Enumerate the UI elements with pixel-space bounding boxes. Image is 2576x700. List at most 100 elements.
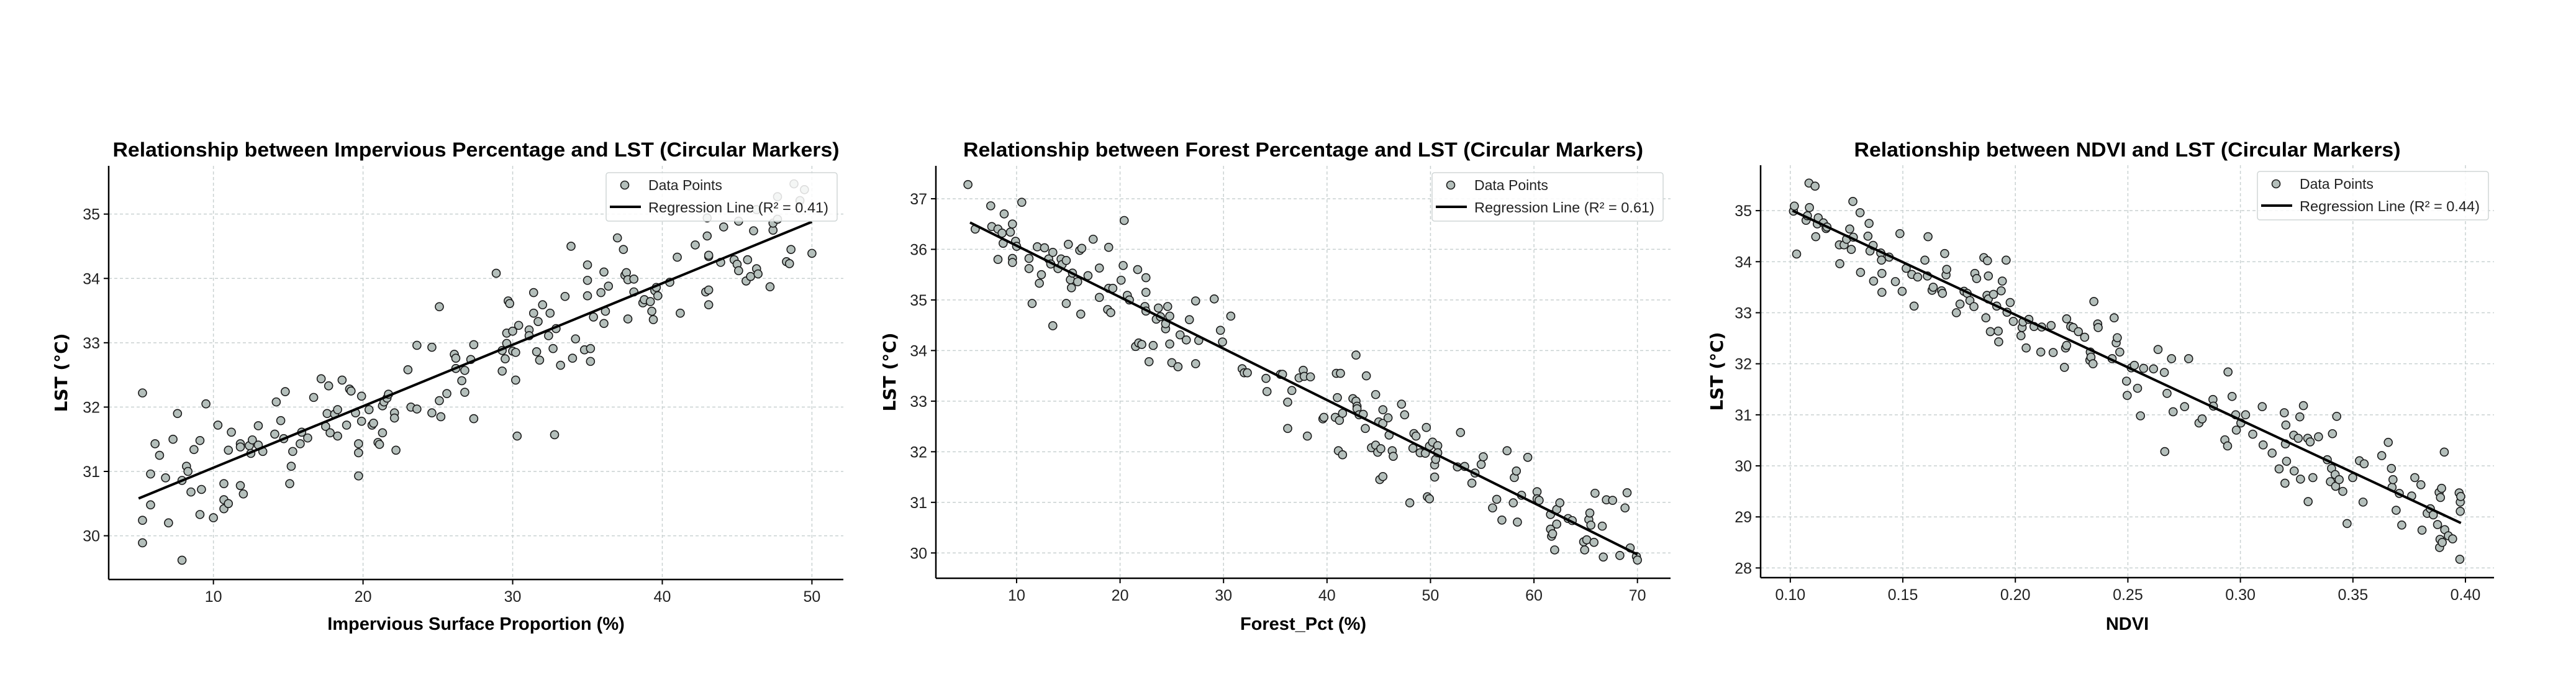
y-tick-label: 28: [1735, 560, 1752, 577]
legend-label-regression: Regression Line (R² = 0.44): [2300, 198, 2480, 214]
data-point: [986, 201, 995, 211]
chart-title: Relationship between NDVI and LST (Circu…: [1854, 139, 2401, 161]
x-tick-label: 0.20: [2000, 586, 2031, 604]
data-point: [224, 445, 234, 455]
data-point: [2258, 440, 2268, 450]
data-point: [2417, 525, 2427, 535]
data-point: [2438, 537, 2447, 547]
data-point: [1422, 422, 1431, 432]
y-tick-label: 31: [1735, 407, 1752, 424]
data-point: [571, 334, 581, 343]
data-point: [1005, 227, 1015, 237]
data-point: [2456, 492, 2465, 501]
data-point: [508, 326, 517, 336]
data-point: [1144, 357, 1154, 366]
data-point: [177, 555, 187, 565]
data-point: [1982, 256, 1992, 265]
data-point: [612, 233, 622, 243]
data-point: [2296, 475, 2305, 484]
data-point: [412, 404, 422, 414]
x-tick-label: 40: [1318, 587, 1336, 604]
data-point: [1073, 277, 1082, 286]
data-point: [719, 222, 728, 232]
data-point: [146, 500, 155, 510]
y-tick-label: 35: [910, 292, 927, 309]
data-point: [1615, 551, 1625, 560]
data-point: [2121, 376, 2131, 386]
data-point: [2016, 331, 2026, 340]
data-point: [1094, 263, 1104, 273]
data-point: [1027, 299, 1037, 308]
data-point: [2062, 314, 2072, 324]
data-point: [1226, 311, 1236, 321]
data-point: [2048, 348, 2058, 357]
data-point: [342, 420, 351, 430]
data-point: [1333, 393, 1342, 402]
data-point: [2383, 437, 2393, 447]
data-point: [2159, 368, 2169, 377]
data-point: [2088, 359, 2098, 368]
data-point: [1512, 466, 1522, 476]
data-point: [2303, 497, 2313, 506]
data-point: [2184, 354, 2193, 363]
data-point: [1215, 325, 1225, 335]
data-point: [369, 419, 378, 428]
data-point: [324, 381, 333, 391]
legend: Data Points Regression Line (R² = 0.41): [605, 172, 838, 222]
data-point: [1305, 372, 1315, 382]
legend: Data Points Regression Line (R² = 0.61): [1431, 172, 1664, 222]
data-point: [1389, 452, 1398, 461]
data-point: [1137, 340, 1146, 349]
data-point: [286, 461, 296, 471]
data-point: [146, 469, 155, 479]
data-point: [734, 266, 743, 276]
data-point: [2231, 425, 2241, 435]
legend-label-regression: Regression Line (R² = 0.41): [648, 199, 828, 216]
data-point: [161, 473, 170, 483]
data-point: [2139, 363, 2149, 373]
data-point: [150, 439, 160, 448]
data-point: [511, 375, 520, 385]
data-point: [1848, 197, 1857, 206]
data-point: [1620, 503, 1630, 513]
data-point: [1492, 494, 1502, 504]
data-point: [296, 439, 305, 448]
data-point: [469, 414, 479, 424]
data-point: [209, 513, 218, 522]
y-tick-label: 33: [910, 393, 927, 411]
data-point: [548, 343, 558, 353]
y-axis-label: LST (°C): [1707, 332, 1727, 411]
x-tick-label: 0.35: [2338, 586, 2368, 604]
data-point: [1997, 286, 2006, 296]
data-point: [1338, 409, 1348, 418]
data-point: [1895, 229, 1905, 239]
data-point: [2448, 534, 2457, 543]
data-point: [1063, 239, 1073, 249]
data-point: [645, 297, 655, 306]
data-point: [1040, 243, 1050, 253]
data-point: [451, 353, 461, 363]
data-point: [1805, 202, 1814, 212]
data-point: [1608, 496, 1617, 505]
data-point: [1913, 272, 1923, 282]
data-point: [201, 399, 211, 409]
data-point: [1061, 299, 1071, 308]
data-point: [1585, 508, 1595, 518]
data-point: [596, 288, 605, 298]
chart-panel-1: 10 20 30 40 50 30 31 32 33 34 35 Relationship betwe…: [51, 139, 843, 634]
data-point: [1338, 450, 1348, 460]
data-point: [528, 308, 538, 318]
data-point: [2437, 483, 2446, 493]
data-point: [2074, 327, 2083, 337]
data-point: [1456, 428, 1466, 437]
data-point: [354, 471, 363, 481]
legend-label-points: Data Points: [648, 177, 722, 193]
data-point: [2279, 408, 2289, 417]
data-point: [1846, 245, 1856, 254]
data-point: [2223, 367, 2233, 377]
data-point: [2328, 429, 2338, 439]
data-point: [189, 445, 199, 455]
data-point: [586, 343, 596, 353]
data-point: [1218, 337, 1227, 347]
